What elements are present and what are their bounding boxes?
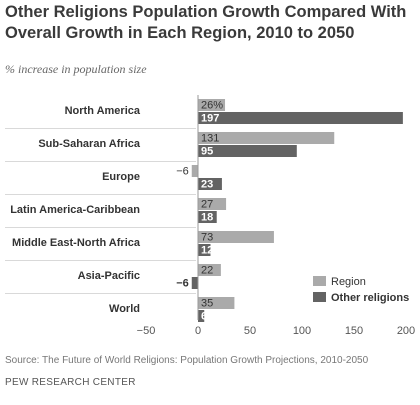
- other-religions-value-label: −6: [176, 278, 189, 290]
- region-bar: [191, 165, 198, 177]
- region-bar: [198, 231, 274, 243]
- region-value-label: 35: [201, 298, 213, 310]
- bar-chart: North America 26%197 Sub-Saharan Africa 131…: [5, 95, 415, 337]
- category-label: Sub-Saharan Africa: [38, 138, 141, 150]
- region-bar: [198, 297, 235, 309]
- other-religions-bar: [198, 244, 211, 256]
- region-value-label: −6: [176, 166, 189, 178]
- category-label: Europe: [102, 171, 140, 183]
- legend-swatch-other-religions: [313, 292, 326, 302]
- other-religions-value-label: 23: [201, 179, 213, 191]
- category-label: Latin America-Caribbean: [10, 204, 140, 216]
- legend-label: Other religions: [331, 292, 409, 304]
- region-value-label: 27: [201, 199, 213, 211]
- category-label: Middle East-North Africa: [12, 237, 141, 249]
- x-tick-label: 0: [195, 325, 201, 337]
- region-value-label: 131: [201, 133, 219, 145]
- other-religions-bar: [198, 310, 205, 322]
- x-tick-label: 200: [397, 325, 415, 337]
- other-religions-value-label: 95: [201, 146, 213, 158]
- region-value-label: 22: [201, 265, 213, 277]
- x-tick-label: 50: [244, 325, 256, 337]
- other-religions-bar: [191, 277, 198, 289]
- other-religions-value-label: 6: [201, 311, 207, 323]
- other-religions-bar: [198, 145, 297, 157]
- organization-name: PEW RESEARCH CENTER: [5, 377, 136, 388]
- category-label: World: [109, 303, 140, 315]
- other-religions-bar: [198, 112, 403, 124]
- other-religions-value-label: 197: [201, 113, 219, 125]
- region-bar: [198, 132, 335, 144]
- legend-swatch-region: [313, 276, 326, 286]
- region-value-label: 73: [201, 232, 213, 244]
- region-bar: [198, 198, 227, 210]
- category-label: Asia-Pacific: [78, 270, 140, 282]
- other-religions-value-label: 12: [201, 245, 213, 257]
- chart-title: Other Religions Population Growth Compar…: [5, 3, 407, 42]
- region-bar: [198, 264, 221, 276]
- chart-subtitle: % increase in population size: [5, 62, 147, 76]
- x-tick-label: 150: [345, 325, 363, 337]
- other-religions-bar: [198, 211, 217, 223]
- x-tick-label: −50: [137, 325, 156, 337]
- x-tick-label: 100: [293, 325, 311, 337]
- legend-label: Region: [331, 276, 366, 288]
- source-note: Source: The Future of World Religions: P…: [5, 355, 369, 366]
- other-religions-bar: [198, 178, 222, 190]
- region-value-label: 26%: [201, 100, 223, 112]
- category-label: North America: [65, 105, 141, 117]
- region-bar: [198, 99, 226, 111]
- other-religions-value-label: 18: [201, 212, 213, 224]
